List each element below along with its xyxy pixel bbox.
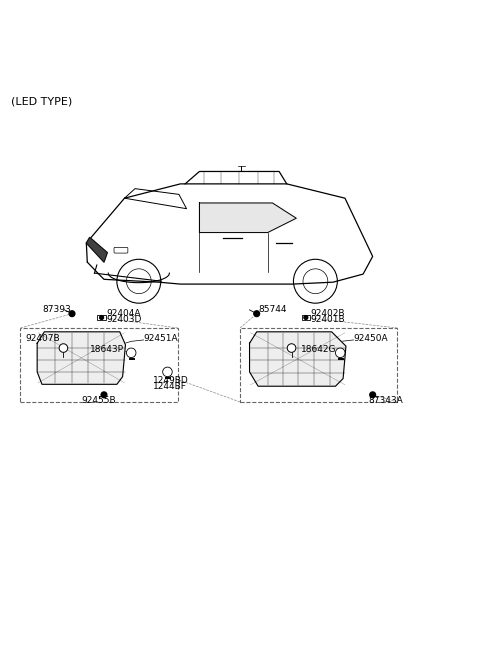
Text: 87343A: 87343A <box>369 396 404 405</box>
Text: 92455B: 92455B <box>82 396 116 405</box>
Text: 85744: 85744 <box>258 305 287 314</box>
Polygon shape <box>37 332 125 384</box>
Text: 92401B: 92401B <box>311 315 345 324</box>
Circle shape <box>163 367 172 377</box>
Circle shape <box>126 348 136 358</box>
Circle shape <box>336 348 345 358</box>
Bar <box>97 315 106 320</box>
Text: 92403D: 92403D <box>107 315 142 324</box>
Circle shape <box>69 311 75 317</box>
Circle shape <box>254 311 260 317</box>
Text: 92451A: 92451A <box>144 335 178 344</box>
Text: 92404A: 92404A <box>107 309 141 318</box>
Polygon shape <box>199 203 296 233</box>
Circle shape <box>304 316 308 319</box>
Text: 92407B: 92407B <box>25 335 60 344</box>
Bar <box>21 328 178 402</box>
Polygon shape <box>86 237 108 262</box>
Polygon shape <box>250 332 346 386</box>
FancyBboxPatch shape <box>114 247 128 253</box>
Text: 92450A: 92450A <box>354 335 388 344</box>
Circle shape <box>101 392 107 398</box>
Text: 92402B: 92402B <box>311 309 345 318</box>
Text: 18643P: 18643P <box>90 345 124 354</box>
Circle shape <box>287 344 296 352</box>
Bar <box>240 328 397 402</box>
Bar <box>301 315 310 320</box>
Text: 18642G: 18642G <box>301 345 336 354</box>
Circle shape <box>100 316 104 319</box>
Circle shape <box>370 392 375 398</box>
Text: 87393: 87393 <box>42 305 71 314</box>
Text: 1249BD: 1249BD <box>153 376 189 385</box>
Text: (LED TYPE): (LED TYPE) <box>11 96 72 106</box>
Circle shape <box>59 344 68 352</box>
Text: 1244BF: 1244BF <box>153 382 187 391</box>
